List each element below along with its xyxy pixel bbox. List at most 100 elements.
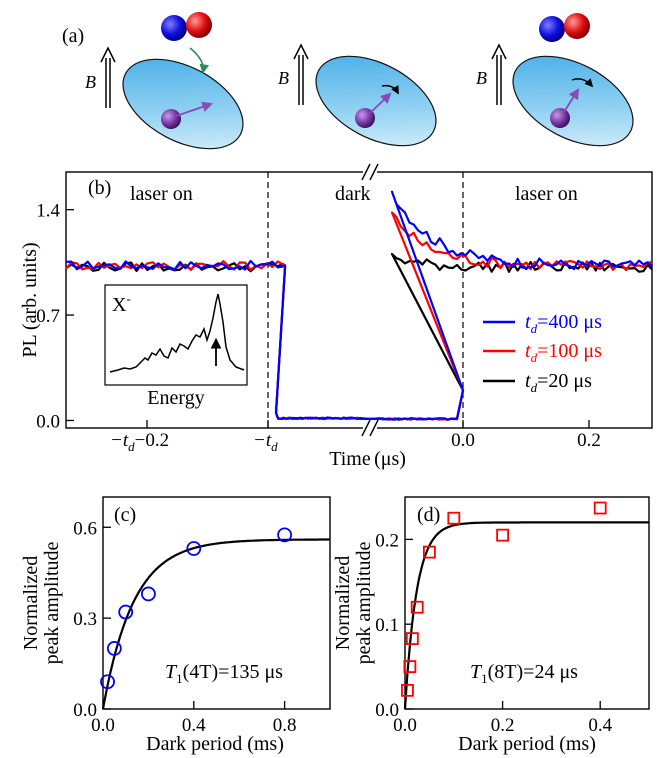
panel-b-xlabel-unit: (μs) [374, 448, 406, 470]
data-point [593, 501, 607, 515]
field-arrow-icon [100, 46, 116, 108]
ytick-label: 0.3 [73, 609, 97, 630]
panel-b-ticks: 0.0 0.7 1.4 [36, 201, 590, 432]
panel-b-label: (b) [88, 177, 111, 199]
spin-arrow-icon [175, 101, 214, 117]
xtick-label: 0.4 [182, 715, 206, 736]
ytick-label: 1.4 [36, 201, 60, 222]
panel-c-plot: 0.0 0.4 0.8 0.0 0.3 0.6 [73, 518, 330, 736]
panel-c-ylabel-line2: peak amplitude [41, 542, 63, 665]
panel-a: (a) B B [62, 12, 634, 150]
panel-d-ylabel-line2: peak amplitude [353, 542, 375, 665]
panel-d-annotation: T1(8T)=24 μs [470, 661, 578, 686]
data-point [106, 641, 122, 656]
xtick-label: 0.0 [91, 715, 115, 736]
spin-arrow-icon [563, 88, 580, 113]
data-point [401, 683, 414, 697]
panel-b-frame [65, 171, 653, 429]
panel-b-xlabel-main: Time [329, 448, 371, 470]
hole-sphere-icon [564, 13, 590, 39]
data-point [410, 600, 424, 614]
stage-readout: B [476, 13, 634, 147]
xtick-label-td: −td [253, 430, 278, 454]
data-point [405, 632, 419, 646]
ytick-label: 0.6 [73, 518, 97, 539]
electron-sphere-icon [539, 16, 565, 42]
data-point [422, 545, 436, 559]
fit-curve [403, 521, 649, 710]
xtick-label-0-2: 0.2 [577, 430, 601, 451]
precession-arrow-icon [381, 84, 399, 95]
region-label-laser-on-right: laser on [515, 183, 578, 205]
xtick-label: 0.8 [273, 715, 297, 736]
xtick-label: 0.0 [393, 715, 417, 736]
panel-c: (c) Normalized peak amplitude Dark perio… [20, 496, 331, 755]
panel-d: (d) Normalized peak amplitude Dark perio… [332, 496, 650, 755]
ytick-label: 0.0 [73, 700, 97, 721]
panel-b-legend: td=400 μs td=100 μs td=20 μs [483, 311, 602, 395]
panel-d-frame [404, 496, 650, 710]
data-point [277, 527, 293, 543]
panel-c-annotation: T1(4T)=135 μs [165, 661, 283, 686]
ytick-label: 0.0 [375, 700, 399, 721]
region-label-laser-on-left: laser on [130, 183, 193, 205]
data-point [496, 528, 510, 542]
legend-label-400: td=400 μs [525, 311, 602, 336]
xtick-label-td-minus: −td−0.2 [110, 430, 169, 454]
panel-c-xlabel: Dark period (ms) [146, 733, 284, 755]
field-arrow-icon [491, 43, 507, 105]
xtick-label: 0.4 [588, 715, 612, 736]
panel-c-ylabel-line1: Normalized [20, 556, 42, 650]
panel-d-ylabel-line1: Normalized [332, 556, 354, 650]
precession-arrow-icon [571, 78, 594, 88]
panel-b-series [65, 190, 653, 421]
hole-sphere-icon [186, 12, 212, 38]
panel-d-label: (d) [417, 504, 440, 526]
stage-dark-precession: B [278, 43, 437, 147]
field-label-3: B [476, 68, 487, 88]
panel-c-label: (c) [114, 504, 136, 526]
inset-title: X- [112, 291, 131, 316]
ytick-label: 0.0 [36, 411, 60, 432]
panel-c-frame [102, 496, 331, 710]
panel-a-label: (a) [62, 25, 84, 47]
data-point [403, 660, 417, 673]
region-label-dark: dark [335, 183, 371, 205]
data-point [186, 541, 202, 556]
quantum-dot-disk [122, 58, 244, 150]
data-point [140, 586, 156, 602]
capture-arrow-icon [189, 47, 209, 74]
xtick-label: 0.2 [491, 715, 515, 736]
panel-b-ylabel: PL (arb. units) [19, 242, 41, 357]
electron-sphere-icon [161, 15, 187, 41]
inset-spectrum-line [109, 293, 245, 373]
axis-break-top [361, 163, 379, 181]
legend-label-20: td=20 μs [525, 370, 592, 395]
fit-curve [101, 538, 330, 710]
quantum-dot-disk [315, 55, 437, 147]
data-point [118, 604, 134, 620]
axis-break-bottom [361, 419, 379, 437]
field-label-1: B [85, 72, 96, 92]
legend-label-100: td=100 μs [525, 340, 602, 365]
xtick-label-zero: 0.0 [451, 430, 475, 451]
ytick-label: 0.2 [375, 530, 399, 551]
series-line-0 [65, 190, 653, 421]
ytick-label: 0.1 [375, 615, 399, 636]
field-arrow-icon [293, 43, 309, 105]
panel-d-plot: 0.0 0.2 0.4 0.0 0.1 0.2 [375, 501, 649, 736]
field-label-2: B [278, 68, 289, 88]
inset-xlabel: Energy [147, 387, 204, 409]
stage-capture: B [85, 12, 244, 150]
panel-d-xlabel: Dark period (ms) [458, 733, 596, 755]
panel-b-inset: X- Energy [104, 284, 248, 409]
spin-ball-icon [550, 108, 570, 128]
quantum-dot-disk [512, 55, 634, 147]
spin-ball-icon [161, 109, 181, 129]
panel-b: (b) laser on dark laser on PL (arb. unit… [19, 163, 653, 470]
data-point [100, 674, 115, 690]
ytick-label: 0.7 [36, 306, 60, 327]
data-point [447, 511, 461, 525]
